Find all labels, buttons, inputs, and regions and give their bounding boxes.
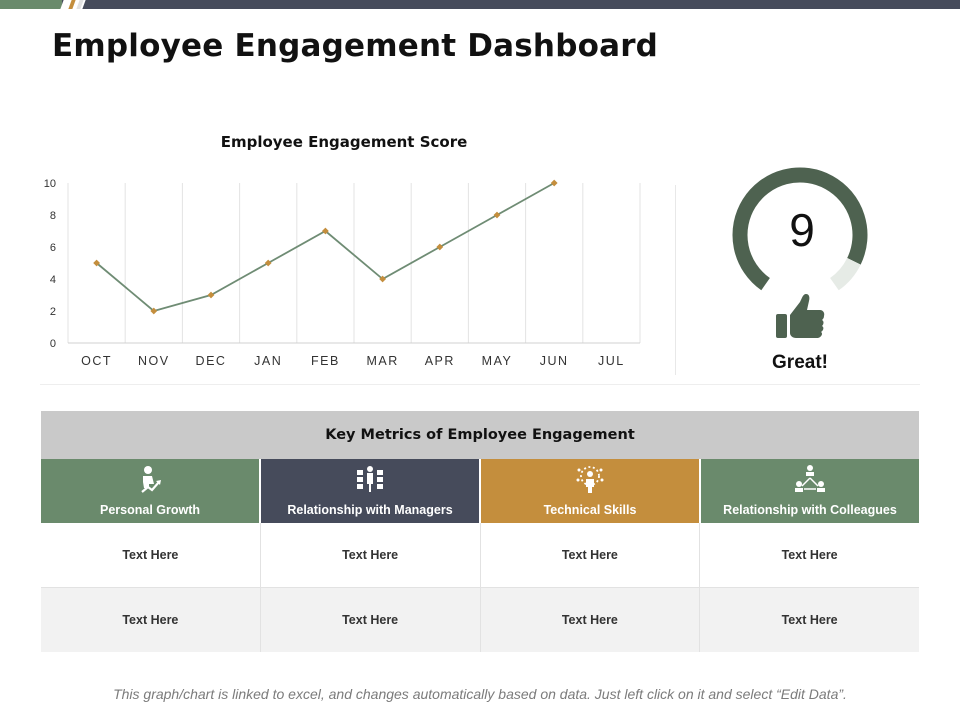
category-label: Personal Growth xyxy=(99,503,201,517)
x-tick-label: OCT xyxy=(81,354,112,368)
y-tick-label: 2 xyxy=(50,306,56,318)
x-tick-label: NOV xyxy=(138,354,170,368)
engagement-gauge xyxy=(732,167,868,291)
y-tick-label: 8 xyxy=(50,210,56,222)
category-relationship-managers[interactable]: Relationship with Managers xyxy=(261,459,481,523)
category-relationship-colleagues[interactable]: Relationship with Colleagues xyxy=(701,459,919,523)
data-point xyxy=(264,259,272,267)
gauge-remaining-arc xyxy=(829,257,861,291)
table-cell[interactable]: Text Here xyxy=(261,588,481,652)
series-line xyxy=(96,182,555,312)
data-point xyxy=(322,227,329,235)
x-tick-label: JAN xyxy=(254,354,282,368)
y-tick-label: 6 xyxy=(50,242,56,254)
table-cell[interactable]: Text Here xyxy=(481,588,701,652)
category-personal-growth[interactable]: Personal Growth xyxy=(41,459,261,523)
footnote: This graph/chart is linked to excel, and… xyxy=(113,686,847,702)
table-cell[interactable]: Text Here xyxy=(41,523,261,587)
data-point xyxy=(379,275,386,283)
x-tick-label: MAY xyxy=(482,354,513,368)
colleagues-icon xyxy=(795,465,825,492)
personal-growth-icon xyxy=(141,466,161,493)
x-tick-label: MAR xyxy=(366,354,398,368)
data-point xyxy=(207,291,215,299)
gauge-rating-label: Great! xyxy=(772,352,828,373)
data-point xyxy=(550,179,558,187)
x-tick-label: DEC xyxy=(196,354,227,368)
key-metrics-table: Key Metrics of Employee Engagement Perso… xyxy=(41,411,919,652)
page-title: Employee Engagement Dashboard xyxy=(52,28,659,64)
table-cell[interactable]: Text Here xyxy=(781,613,838,627)
chart-title: Employee Engagement Score xyxy=(220,133,468,151)
table-cell[interactable]: Text Here xyxy=(781,548,838,562)
x-tick-label: JUN xyxy=(540,354,569,368)
x-tick-label: JUL xyxy=(598,354,625,368)
y-tick-label: 4 xyxy=(50,274,56,286)
category-label: Relationship with Colleagues xyxy=(723,503,897,517)
metrics-table-title: Key Metrics of Employee Engagement xyxy=(41,411,919,459)
y-tick-label: 10 xyxy=(44,178,56,190)
gauge-value: 9 xyxy=(789,204,815,256)
panel-divider xyxy=(675,185,676,375)
thumbs-up-icon xyxy=(776,294,825,338)
managers-icon xyxy=(357,466,383,492)
data-point xyxy=(493,211,501,219)
x-tick-label: FEB xyxy=(311,354,340,368)
y-tick-label: 0 xyxy=(50,338,56,350)
technical-skills-icon xyxy=(576,466,604,493)
top-accent-bar xyxy=(0,0,960,9)
data-point xyxy=(93,259,100,267)
gauge-filled-arc xyxy=(732,167,868,291)
chart-canvas: 0 2 4 6 8 10 OCT NOV DEC JAN FEB MAR APR MAY JUN JUL xyxy=(44,178,641,368)
accent-green-block xyxy=(0,0,62,9)
category-technical-skills[interactable]: Technical Skills xyxy=(481,459,701,523)
engagement-score-chart[interactable]: Employee Engagement Score 0 2 4 6 8 10 OCT NOV D… xyxy=(30,120,660,380)
table-cell[interactable]: Text Here xyxy=(41,588,261,652)
category-label: Technical Skills xyxy=(543,503,637,517)
table-cell[interactable]: Text Here xyxy=(261,523,481,587)
x-tick-label: APR xyxy=(425,354,455,368)
table-row: Text Here Text Here Text Here Text Here xyxy=(41,523,919,588)
section-divider xyxy=(40,384,920,385)
table-cell[interactable]: Text Here xyxy=(481,523,701,587)
category-label: Relationship with Managers xyxy=(287,503,453,517)
metrics-category-row: Personal Growth Relationship with Manage… xyxy=(41,459,919,523)
table-row: Text Here Text Here Text Here Text Here xyxy=(41,588,919,652)
data-point xyxy=(436,243,444,251)
